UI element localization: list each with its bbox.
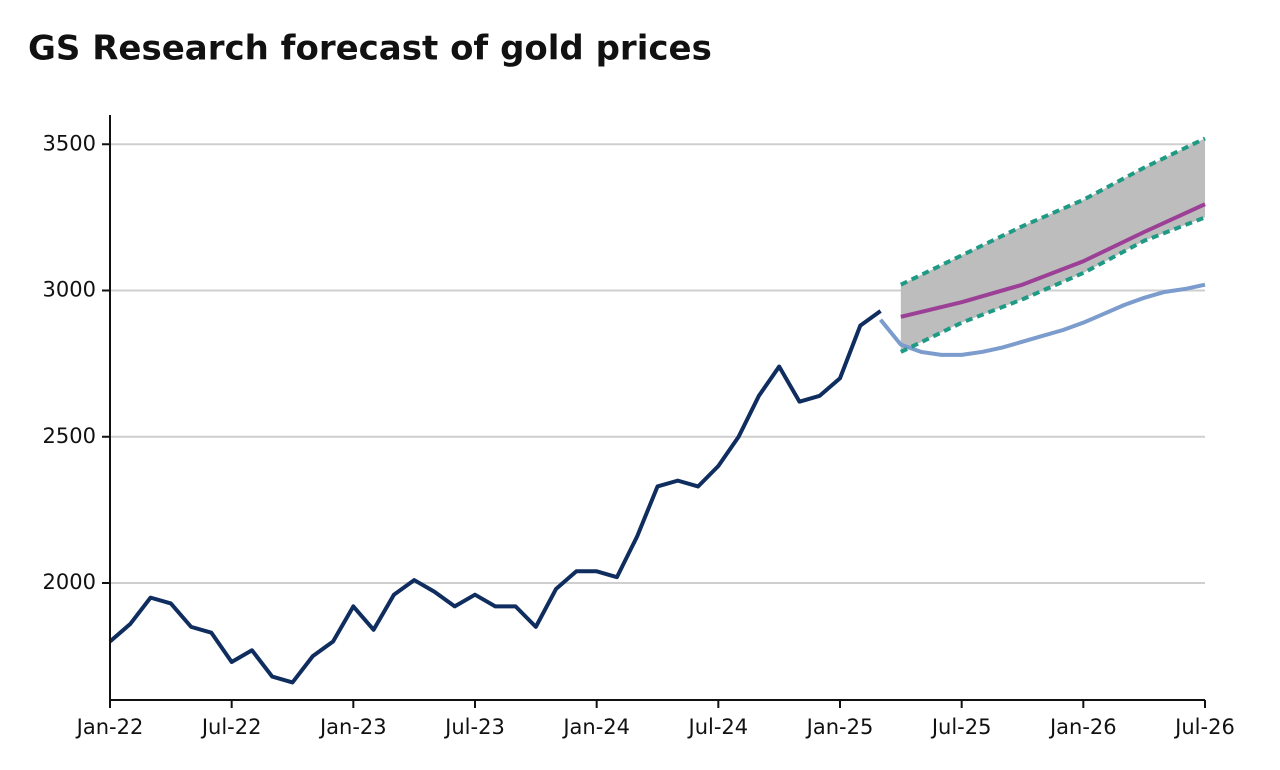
x-tick-label: Jul-23 xyxy=(443,715,505,739)
forecast-band xyxy=(900,138,1205,352)
x-tick-label: Jan-23 xyxy=(318,715,387,739)
y-tick-label: 3000 xyxy=(43,278,96,302)
series-line xyxy=(900,202,1206,319)
x-tick-label: Jul-24 xyxy=(687,715,749,739)
series-line xyxy=(108,309,882,685)
y-tick-label: 2500 xyxy=(43,424,96,448)
x-tick-label: Jan-22 xyxy=(75,715,144,739)
x-tick-label: Jan-24 xyxy=(561,715,630,739)
x-tick-label: Jul-25 xyxy=(930,715,992,739)
chart-title: GS Research forecast of gold prices xyxy=(28,29,712,69)
series-line xyxy=(879,282,1206,357)
x-tick-label: Jul-26 xyxy=(1173,715,1235,739)
y-tick-label: 3500 xyxy=(43,131,96,155)
y-tick-label: 2000 xyxy=(43,570,96,594)
x-tick-label: Jul-22 xyxy=(200,715,262,739)
x-tick-label: Jan-26 xyxy=(1048,715,1117,739)
x-tick-label: Jan-25 xyxy=(805,715,874,739)
series-line xyxy=(899,215,1206,354)
series-line xyxy=(899,136,1206,287)
